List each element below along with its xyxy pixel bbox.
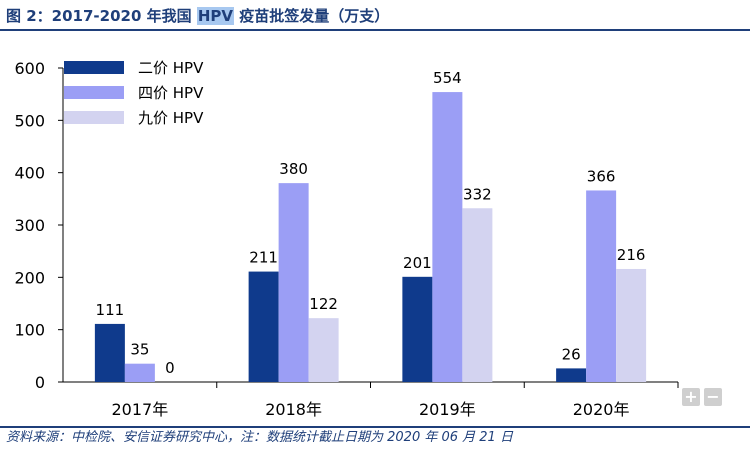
figure-title-prefix: 图 2：2017-2020 年我国: [6, 7, 192, 25]
data-label-2-3: 216: [617, 246, 646, 264]
figure-title: 图 2：2017-2020 年我国 HPV 疫苗批签发量（万支）: [6, 4, 389, 28]
bar-2-3: [616, 268, 647, 382]
title-rule: [0, 29, 750, 31]
legend-label-2: 九价 HPV: [138, 109, 204, 127]
legend-swatch-2: [64, 111, 124, 124]
figure-title-suffix: 疫苗批签发量（万支）: [239, 7, 390, 25]
y-tick-label-4: 400: [14, 164, 45, 183]
footer-rule: [0, 426, 750, 428]
legend-label-0: 二价 HPV: [138, 59, 204, 77]
y-tick-label-6: 600: [14, 59, 45, 78]
x-tick-label-1: 2018年: [265, 400, 322, 419]
bar-0-1: [248, 271, 279, 382]
y-tick-label-0: 0: [35, 373, 45, 392]
data-label-2-1: 122: [309, 295, 338, 313]
zoom-in-button[interactable]: +: [682, 388, 700, 406]
figure-title-highlight: HPV: [196, 7, 234, 25]
y-tick-label-5: 500: [14, 111, 45, 130]
legend-swatch-1: [64, 86, 124, 99]
bar-1-2: [432, 92, 463, 382]
data-label-0-1: 211: [249, 249, 278, 267]
data-label-0-3: 26: [562, 345, 581, 363]
legend-swatch-0: [64, 61, 124, 74]
bar-chart: 0 100 200 300 400 500 600 111 35 0 2017年 211 380 122 2…: [14, 59, 679, 419]
data-label-1-0: 35: [130, 341, 149, 359]
bar-1-3: [586, 190, 617, 382]
bar-0-0: [94, 323, 125, 382]
y-tick-label-2: 200: [14, 268, 45, 287]
x-tick-label-3: 2020年: [573, 400, 630, 419]
y-tick-label-3: 300: [14, 216, 45, 235]
data-label-0-0: 111: [96, 301, 125, 319]
bar-2-1: [308, 318, 339, 382]
bar-1-0: [124, 363, 155, 382]
y-tick-label-1: 100: [14, 321, 45, 340]
data-label-0-2: 201: [403, 254, 432, 272]
bar-1-1: [278, 183, 309, 382]
data-label-2-2: 332: [463, 185, 492, 203]
x-tick-label-2: 2019年: [419, 400, 476, 419]
data-label-1-1: 380: [279, 160, 308, 178]
data-label-1-3: 366: [587, 167, 616, 185]
x-tick-label-0: 2017年: [112, 400, 169, 419]
data-label-1-2: 554: [433, 69, 462, 87]
bar-0-3: [556, 368, 587, 382]
legend-label-1: 四价 HPV: [138, 84, 204, 102]
zoom-out-button[interactable]: −: [704, 388, 722, 406]
bar-2-2: [462, 208, 493, 382]
source-note: 资料来源：中检院、安信证券研究中心，注：数据统计截止日期为 2020 年 06 …: [6, 430, 513, 445]
bar-0-2: [402, 276, 433, 382]
data-label-2-0: 0: [165, 359, 175, 377]
